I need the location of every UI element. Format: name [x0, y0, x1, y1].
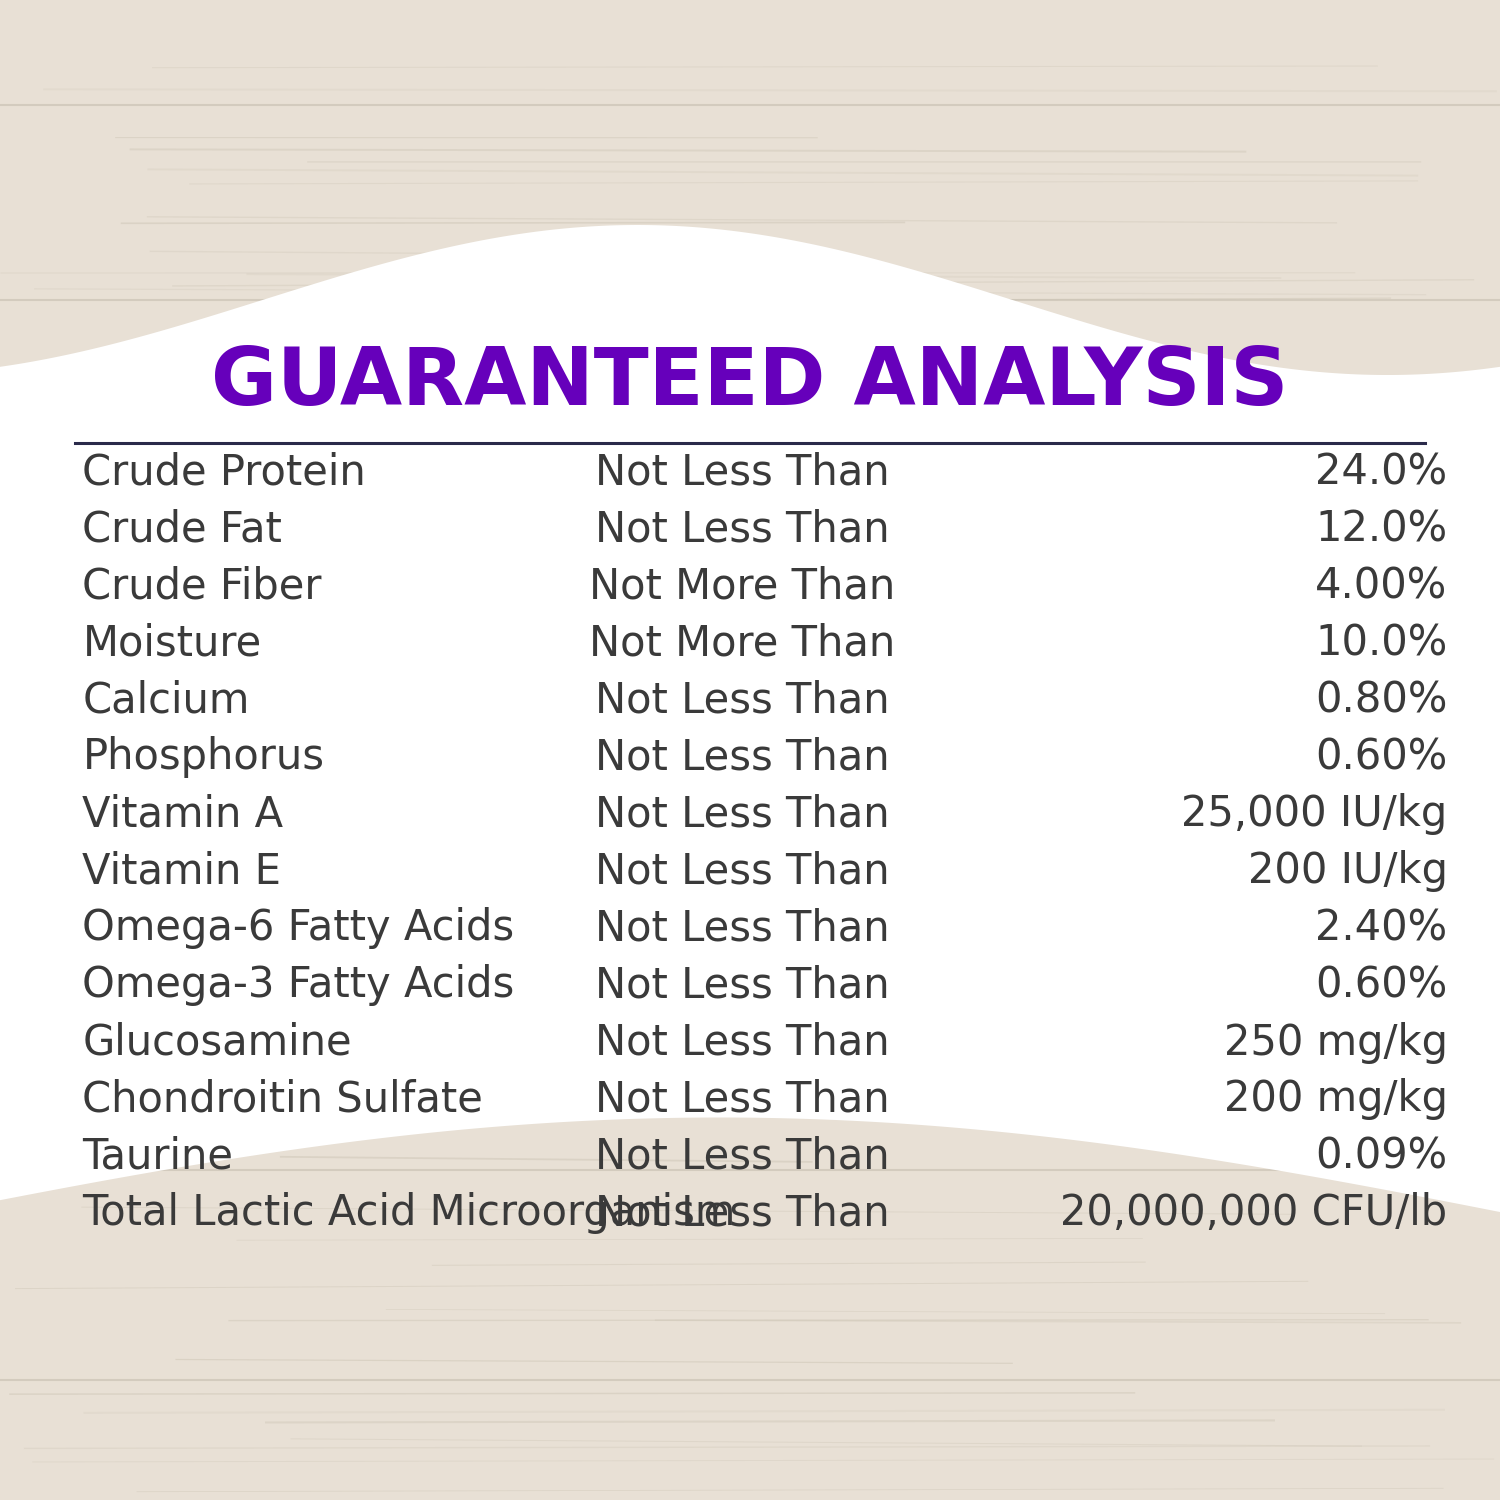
- Text: Glucosamine: Glucosamine: [82, 1022, 352, 1064]
- Text: Crude Protein: Crude Protein: [82, 452, 366, 494]
- Text: 250 mg/kg: 250 mg/kg: [1224, 1022, 1448, 1064]
- Text: Omega-6 Fatty Acids: Omega-6 Fatty Acids: [82, 908, 514, 950]
- Text: GUARANTEED ANALYSIS: GUARANTEED ANALYSIS: [211, 344, 1288, 422]
- Text: Crude Fat: Crude Fat: [82, 509, 282, 550]
- Text: Not Less Than: Not Less Than: [596, 794, 890, 836]
- Text: Not More Than: Not More Than: [590, 622, 896, 664]
- Text: 25,000 IU/kg: 25,000 IU/kg: [1182, 794, 1448, 836]
- Text: 20,000,000 CFU/lb: 20,000,000 CFU/lb: [1060, 1192, 1448, 1234]
- Text: Not Less Than: Not Less Than: [596, 908, 890, 950]
- Text: 200 mg/kg: 200 mg/kg: [1224, 1078, 1448, 1120]
- Text: Crude Fiber: Crude Fiber: [82, 566, 322, 608]
- Text: 24.0%: 24.0%: [1316, 452, 1448, 494]
- Text: Phosphorus: Phosphorus: [82, 736, 324, 778]
- Text: Not Less Than: Not Less Than: [596, 1192, 890, 1234]
- Text: Vitamin E: Vitamin E: [82, 850, 282, 892]
- Text: Not Less Than: Not Less Than: [596, 736, 890, 778]
- Text: Vitamin A: Vitamin A: [82, 794, 284, 836]
- Text: Not Less Than: Not Less Than: [596, 850, 890, 892]
- Text: 0.60%: 0.60%: [1316, 736, 1448, 778]
- Text: Not Less Than: Not Less Than: [596, 1078, 890, 1120]
- Text: Omega-3 Fatty Acids: Omega-3 Fatty Acids: [82, 964, 514, 1006]
- Text: Taurine: Taurine: [82, 1136, 234, 1178]
- Text: Not Less Than: Not Less Than: [596, 964, 890, 1006]
- Text: Not Less Than: Not Less Than: [596, 452, 890, 494]
- Text: Total Lactic Acid Microorganism: Total Lactic Acid Microorganism: [82, 1192, 736, 1234]
- Text: 200 IU/kg: 200 IU/kg: [1248, 850, 1448, 892]
- Text: Not Less Than: Not Less Than: [596, 1022, 890, 1064]
- Text: 2.40%: 2.40%: [1316, 908, 1448, 950]
- Text: 12.0%: 12.0%: [1316, 509, 1448, 550]
- Text: Chondroitin Sulfate: Chondroitin Sulfate: [82, 1078, 483, 1120]
- Polygon shape: [0, 225, 1500, 1212]
- Text: Moisture: Moisture: [82, 622, 261, 664]
- Text: 0.60%: 0.60%: [1316, 964, 1448, 1006]
- Text: 10.0%: 10.0%: [1316, 622, 1448, 664]
- Text: 0.09%: 0.09%: [1316, 1136, 1448, 1178]
- Text: Not Less Than: Not Less Than: [596, 680, 890, 722]
- Text: Calcium: Calcium: [82, 680, 251, 722]
- Text: 4.00%: 4.00%: [1316, 566, 1448, 608]
- Text: Not Less Than: Not Less Than: [596, 1136, 890, 1178]
- Text: Not Less Than: Not Less Than: [596, 509, 890, 550]
- Text: 0.80%: 0.80%: [1316, 680, 1448, 722]
- Text: Not More Than: Not More Than: [590, 566, 896, 608]
